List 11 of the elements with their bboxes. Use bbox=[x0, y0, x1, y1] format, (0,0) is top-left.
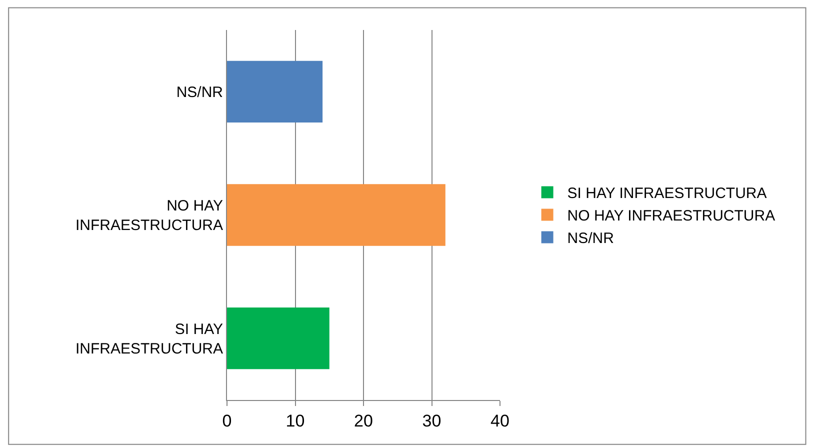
x-tick-label: 0 bbox=[222, 411, 232, 430]
x-tick-label: 20 bbox=[354, 411, 373, 430]
y-tick-label: NO HAY INFRAESTRUCTURA bbox=[75, 198, 223, 234]
legend-label: NO HAY INFRAESTRUCTURA bbox=[567, 208, 776, 225]
x-tick-label: 40 bbox=[490, 411, 510, 430]
legend-label: SI HAY INFRAESTRUCTURA bbox=[567, 185, 767, 202]
x-tick-label: 30 bbox=[422, 411, 442, 430]
y-tick-label: NS/NR bbox=[176, 84, 224, 101]
y-tick-label: SI HAY INFRAESTRUCTURA bbox=[75, 320, 223, 358]
x-tick-label: 10 bbox=[286, 411, 305, 430]
legend-label: NS/NR bbox=[567, 230, 614, 248]
